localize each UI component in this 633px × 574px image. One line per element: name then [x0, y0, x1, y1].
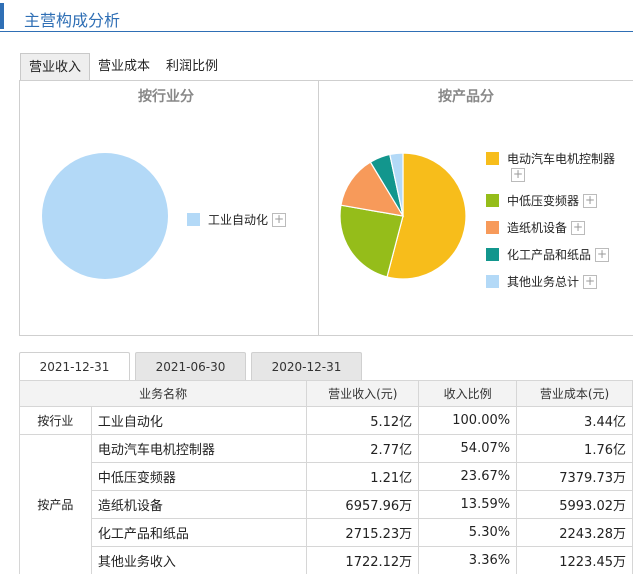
- row-revenue: 2.77亿: [306, 434, 420, 463]
- legend-label: 其他业务总计: [507, 275, 580, 289]
- legend-swatch: [486, 152, 499, 165]
- row-name: 化工产品和纸品: [90, 518, 308, 547]
- row-name: 工业自动化: [90, 406, 308, 435]
- legend-swatch: [486, 248, 499, 261]
- row-revenue: 6957.96万: [306, 490, 420, 519]
- plus-icon[interactable]: +: [571, 219, 586, 235]
- row-revenue: 2715.23万: [306, 518, 420, 547]
- pie-slice[interactable]: [42, 153, 168, 279]
- legend-item-other-business-total[interactable]: 其他业务总计 +: [486, 273, 598, 290]
- table-row: 化工产品和纸品 2715.23万 5.30% 2243.28万: [20, 518, 633, 547]
- legend-item-ev-motor-controller[interactable]: 电动汽车电机控制器: [486, 150, 615, 167]
- legend-label: 工业自动化: [208, 213, 269, 227]
- legend-label: 造纸机设备: [507, 221, 568, 235]
- table-row: 中低压变频器 1.21亿 23.67% 7379.73万: [20, 462, 633, 491]
- tab-date-2020-12-31[interactable]: 2020-12-31: [251, 352, 362, 380]
- plus-icon[interactable]: +: [272, 211, 287, 227]
- row-ratio: 54.07%: [418, 434, 518, 463]
- pie-slice[interactable]: [389, 152, 404, 217]
- row-name: 中低压变频器: [90, 462, 308, 491]
- row-ratio: 100.00%: [418, 406, 518, 435]
- column-header-business-name: 业务名称: [18, 380, 308, 407]
- product-chart-title: 按产品分: [438, 89, 494, 105]
- row-ratio: 23.67%: [418, 462, 518, 491]
- plus-icon[interactable]: +: [583, 273, 598, 289]
- row-cost: 7379.73万: [516, 462, 633, 491]
- industry-pie-chart: [42, 153, 168, 279]
- column-header-cost: 营业成本(元): [516, 380, 633, 407]
- plus-icon[interactable]: +: [511, 167, 525, 182]
- legend-swatch: [187, 213, 200, 226]
- section-header: 主营构成分析: [0, 0, 633, 36]
- pie-slice[interactable]: [340, 161, 405, 217]
- row-cost: 5993.02万: [516, 490, 633, 519]
- row-cost: 1.76亿: [516, 434, 633, 463]
- row-name: 造纸机设备: [90, 490, 308, 519]
- tab-date-2021-12-31[interactable]: 2021-12-31: [19, 352, 130, 380]
- table-header-row: 业务名称 营业收入(元) 收入比例 营业成本(元): [18, 380, 633, 407]
- row-ratio: 13.59%: [418, 490, 518, 519]
- pie-slice[interactable]: [386, 152, 467, 280]
- legend-swatch: [486, 221, 499, 234]
- table-row: 造纸机设备 6957.96万 13.59% 5993.02万: [20, 490, 633, 519]
- row-revenue: 1722.12万: [306, 546, 420, 574]
- table-row: 按行业 工业自动化 5.12亿 100.00% 3.44亿: [19, 406, 633, 435]
- legend-swatch: [486, 194, 499, 207]
- tab-cost[interactable]: 营业成本: [98, 59, 151, 74]
- tab-date-2021-06-30[interactable]: 2021-06-30: [135, 352, 246, 380]
- chart-panel: [19, 80, 633, 336]
- title-accent-bar: [0, 3, 4, 29]
- row-cost: 3.44亿: [516, 406, 633, 435]
- page-title: 主营构成分析: [24, 11, 121, 30]
- plus-icon[interactable]: +: [595, 246, 610, 262]
- group-label-industry: 按行业: [19, 406, 92, 435]
- tab-profit-ratio[interactable]: 利润比例: [166, 59, 219, 74]
- industry-chart-title: 按行业分: [138, 89, 194, 105]
- row-ratio: 5.30%: [418, 518, 518, 547]
- row-cost: 2243.28万: [516, 518, 633, 547]
- title-divider: [0, 31, 633, 32]
- legend-label: 电动汽车电机控制器: [507, 152, 616, 166]
- legend-item-industrial-automation[interactable]: 工业自动化 +: [187, 211, 287, 228]
- row-ratio: 3.36%: [418, 546, 518, 574]
- legend-item-paper-machine-equipment[interactable]: 造纸机设备 +: [486, 219, 586, 236]
- row-revenue: 1.21亿: [306, 462, 420, 491]
- group-label-product: 按产品: [19, 434, 92, 574]
- plus-icon[interactable]: +: [583, 192, 598, 208]
- row-name: 其他业务收入: [90, 546, 308, 574]
- table-row: 其他业务收入 1722.12万 3.36% 1223.45万: [20, 546, 633, 574]
- tab-revenue[interactable]: 营业收入: [20, 53, 91, 81]
- column-header-revenue-ratio: 收入比例: [418, 380, 518, 407]
- product-pie-chart: [339, 152, 467, 280]
- column-header-revenue: 营业收入(元): [306, 380, 420, 407]
- row-revenue: 5.12亿: [306, 406, 420, 435]
- legend-label: 化工产品和纸品: [507, 248, 592, 262]
- legend-item-chemical-and-paper-products[interactable]: 化工产品和纸品 +: [486, 246, 610, 263]
- row-cost: 1223.45万: [516, 546, 633, 574]
- row-name: 电动汽车电机控制器: [90, 434, 308, 463]
- revenue-breakdown-table: 业务名称 营业收入(元) 收入比例 营业成本(元) 按行业 工业自动化 5.12…: [18, 380, 633, 574]
- table-row: 按产品 电动汽车电机控制器 2.77亿 54.07% 1.76亿: [19, 434, 633, 574]
- legend-item-mid-low-voltage-inverter[interactable]: 中低压变频器 +: [486, 192, 598, 209]
- chart-panel-divider: [318, 80, 319, 336]
- metric-tabs: 营业收入 营业成本 利润比例: [20, 53, 226, 81]
- pie-slice[interactable]: [339, 204, 404, 278]
- legend-swatch: [486, 275, 499, 288]
- legend-label: 中低压变频器: [507, 194, 580, 208]
